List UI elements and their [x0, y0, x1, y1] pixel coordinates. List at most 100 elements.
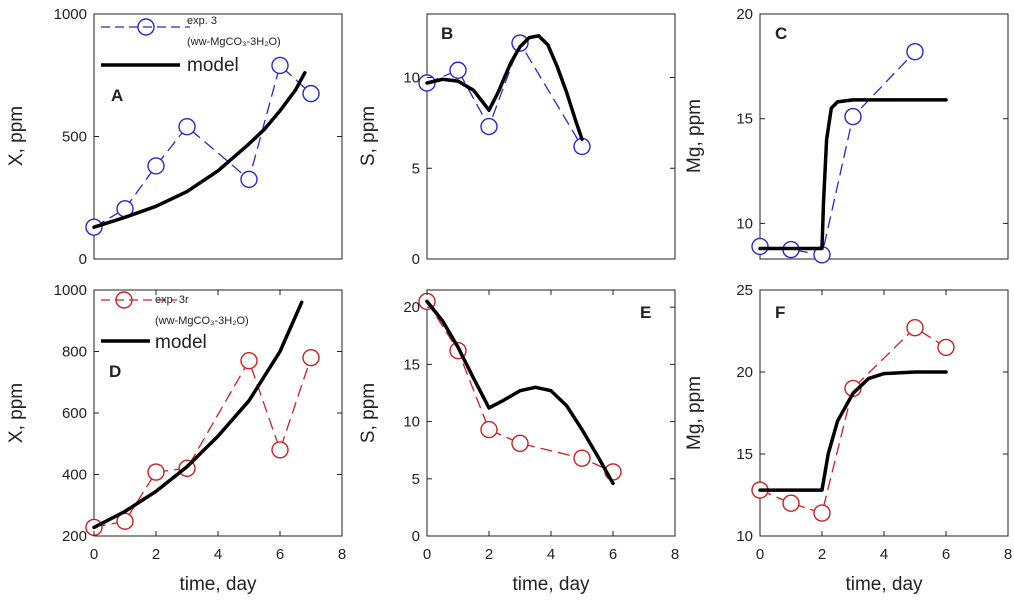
x-axis-label-f: time, day: [845, 574, 923, 595]
model-curve-e: [425, 299, 615, 486]
model-curve-d: [92, 300, 304, 530]
x-tick-label-e: 2: [485, 546, 493, 563]
y-tick-label-c: 15: [736, 111, 753, 128]
y-tick-label-a: 500: [62, 129, 87, 146]
x-tick-label-d: 0: [90, 546, 98, 563]
exp-point-b: [511, 34, 529, 52]
legend-model-label: model: [187, 55, 239, 76]
exp-point-b: [480, 117, 498, 136]
plot-area-c: [759, 13, 1009, 260]
exp-point-e: [511, 434, 529, 453]
y-axis-label-f: Mg, ppm: [684, 376, 705, 450]
y-tick-label-f: 10: [736, 528, 753, 545]
legend-exp-sublabel: (ww-MgCO₃-3H₂O): [155, 315, 249, 327]
panel-b: 0 5 10 B S, ppm: [358, 13, 676, 268]
panel-e: 0 5 10 15 20 0 2 4 6 8 E S, ppm time, day: [358, 289, 679, 595]
exp-point-c: [844, 107, 862, 126]
y-tick-label-c: 10: [736, 215, 753, 232]
model-curve-f: [758, 370, 948, 492]
x-tick-label-f: 6: [942, 546, 950, 563]
plot-marks-e: [418, 292, 622, 486]
model-curve-b: [425, 34, 584, 141]
exp-point-a: [302, 84, 320, 103]
panel-tag-b: B: [441, 24, 453, 43]
y-tick-label-e: 20: [403, 299, 420, 316]
y-tick-label-c: 20: [736, 6, 753, 23]
y-tick-label-a: 1000: [54, 6, 87, 23]
legend-exp-marker: [137, 18, 155, 36]
y-tick-label-e: 15: [403, 356, 420, 373]
x-tick-label-d: 6: [276, 546, 284, 563]
exp-point-f: [813, 504, 831, 522]
plot-area-d: [93, 289, 343, 537]
legend-a: exp. 3 (ww-MgCO₃-3H₂O) model: [101, 15, 281, 76]
exp-point-a: [271, 56, 289, 75]
x-tick-label-e: 8: [671, 546, 679, 563]
ticks-a: 0 500 1000: [54, 6, 342, 268]
y-axis-label-a: X, ppm: [6, 106, 27, 166]
exp-point-f: [906, 319, 924, 337]
plot-marks-a: [85, 56, 320, 236]
y-axis-label-e: S, ppm: [358, 383, 379, 443]
plot-area-e: [426, 289, 676, 537]
x-tick-label-d: 8: [338, 546, 346, 563]
exp-point-e: [573, 449, 591, 467]
exp-point-a: [147, 157, 165, 175]
legend-exp-sublabel: (ww-MgCO₃-3H₂O): [187, 36, 281, 48]
panel-d: 200 400 600 800 1000 0 2 4 6 8 D X, ppm time, day…: [6, 282, 346, 595]
legend-exp-marker: [115, 291, 133, 309]
panel-tag-f: F: [775, 303, 785, 322]
panel-tag-a: A: [111, 86, 123, 105]
x-tick-label-d: 4: [214, 546, 222, 563]
y-tick-label-e: 10: [403, 414, 420, 431]
ticks-e: 0 5 10 15 20 0 2 4 6 8: [403, 290, 679, 563]
exp-point-f: [937, 338, 955, 357]
y-tick-label-d: 200: [62, 528, 87, 545]
panel-tag-e: E: [640, 303, 651, 322]
y-tick-label-f: 20: [736, 364, 753, 381]
exp-point-c: [906, 42, 924, 61]
exp-point-b: [449, 61, 467, 79]
x-tick-label-f: 2: [818, 546, 826, 563]
legend-d: exp. 3r (ww-MgCO₃-3H₂O) model: [101, 291, 249, 353]
exp-point-f: [782, 494, 800, 512]
panel-tag-c: C: [775, 24, 787, 43]
ticks-f: 10 15 20 25 0 2 4 6 8: [736, 282, 1012, 563]
x-tick-label-e: 0: [423, 546, 431, 563]
panel-a: 0 500 1000 A X, ppm exp. 3 (ww-MgCO₃-3H₂O)…: [6, 6, 343, 268]
plot-area-f: [759, 289, 1009, 537]
exp-point-d: [302, 348, 320, 367]
y-tick-label-b: 0: [412, 251, 420, 268]
x-tick-label-d: 2: [152, 546, 160, 563]
y-tick-label-d: 400: [62, 467, 87, 484]
panel-f: 10 15 20 25 0 2 4 6 8 F Mg, ppm time, day: [684, 282, 1012, 595]
x-tick-label-e: 6: [609, 546, 617, 563]
ticks-d: 200 400 600 800 1000 0 2 4 6 8: [54, 282, 347, 563]
plot-marks-f: [751, 319, 955, 522]
model-curve-a: [92, 71, 307, 229]
x-tick-label-f: 4: [880, 546, 888, 563]
y-tick-label-a: 0: [79, 251, 87, 268]
y-tick-label-f: 15: [736, 446, 753, 463]
exp-point-a: [240, 170, 258, 189]
x-axis-label-d: time, day: [179, 574, 257, 595]
x-axis-label-e: time, day: [512, 574, 590, 595]
exp-point-d: [240, 352, 258, 370]
y-tick-label-d: 1000: [54, 282, 87, 299]
x-tick-label-e: 4: [547, 546, 555, 563]
legend-exp-label: exp. 3: [187, 15, 217, 27]
y-tick-label-e: 0: [412, 528, 420, 545]
plot-marks-b: [418, 34, 591, 156]
y-tick-label-d: 600: [62, 405, 87, 422]
plot-marks-c: [751, 42, 948, 264]
exp-point-d: [271, 441, 289, 459]
y-tick-label-b: 10: [403, 70, 420, 87]
y-tick-label-b: 5: [412, 160, 420, 177]
plot-area-a: [93, 13, 343, 260]
x-tick-label-f: 8: [1004, 546, 1012, 563]
model-curve-c: [758, 98, 948, 251]
exp-point-e: [480, 420, 498, 439]
ticks-b: 0 5 10: [403, 70, 675, 268]
legend-exp-label: exp. 3r: [155, 294, 189, 306]
